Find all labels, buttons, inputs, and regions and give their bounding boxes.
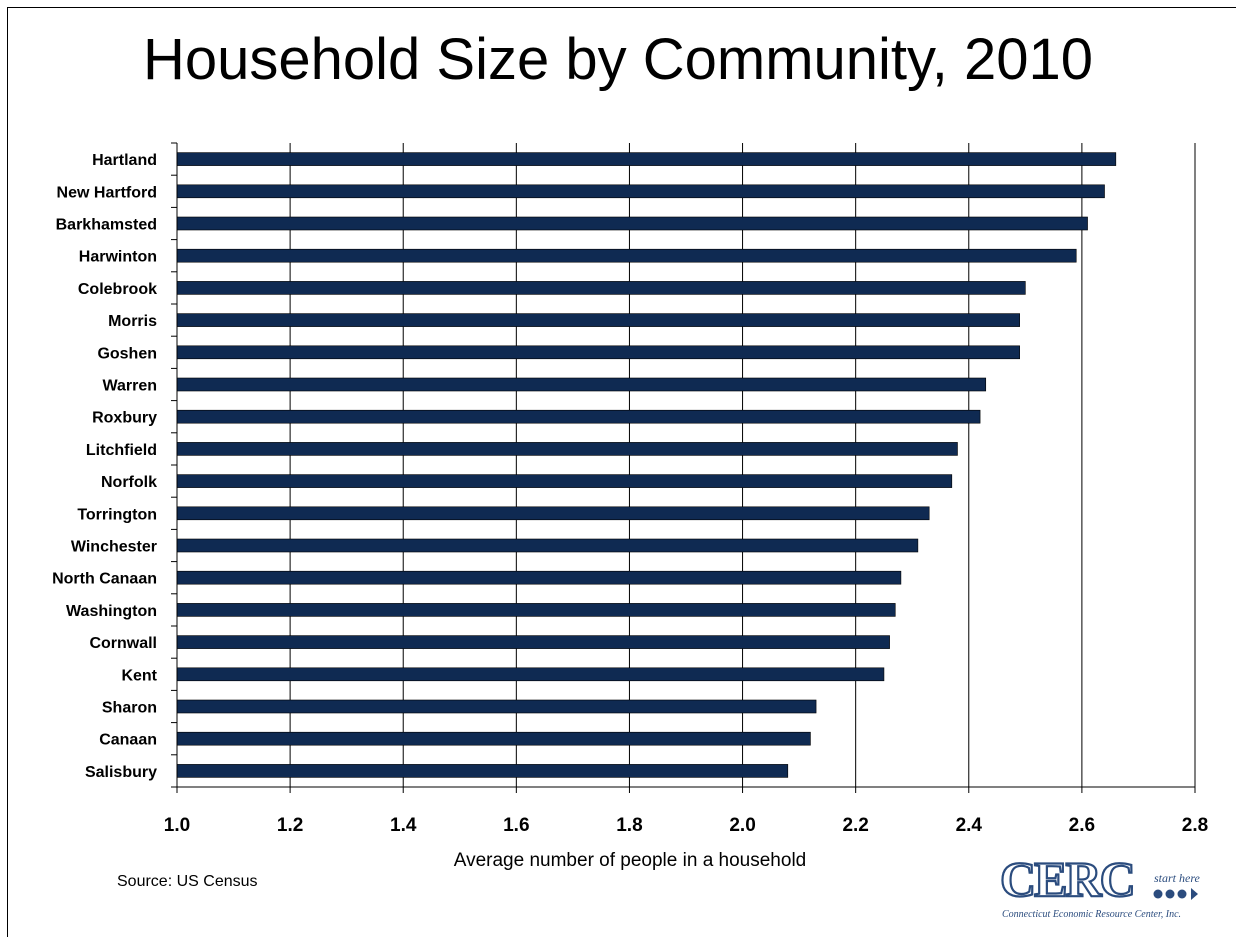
x-tick-label: 1.8 (616, 815, 642, 836)
bar (176, 570, 902, 585)
gridlines (289, 143, 1196, 787)
x-tick-labels: 1.0 1.2 1.4 1.6 1.8 2.0 2.2 2.4 2.6 2.8 (164, 815, 1208, 836)
cerc-logo: CERC start here Connecticut Economic Res… (999, 852, 1201, 920)
bar (176, 345, 1020, 360)
category-label: Litchfield (86, 442, 157, 459)
category-label: Norfolk (101, 474, 157, 491)
bar (176, 764, 789, 778)
category-labels: Hartland New Hartford Barkhamsted Harwinton… (52, 152, 158, 781)
x-axis-label: Average number of people in a household (453, 850, 807, 871)
category-label: Morris (108, 313, 157, 330)
bar (176, 635, 890, 649)
slide-frame (7, 7, 1236, 937)
bar (176, 281, 1026, 295)
bar (176, 474, 953, 488)
x-tick-label: 1.0 (164, 815, 190, 836)
bar (176, 152, 1117, 166)
logo-dot-icon (1177, 889, 1187, 899)
x-tick-label: 2.0 (729, 815, 755, 836)
bar (176, 699, 817, 714)
bars (176, 152, 1117, 778)
x-tick-label: 2.8 (1182, 815, 1208, 836)
logo-arrow-icon (1191, 888, 1198, 900)
category-label: Hartland (92, 152, 157, 169)
x-tick-label: 2.4 (956, 815, 983, 836)
bar (176, 377, 987, 392)
x-tick-label: 2.2 (842, 815, 868, 836)
bar (176, 603, 896, 617)
bar (176, 538, 919, 553)
axes (171, 142, 1196, 793)
chart-title: Household Size by Community, 2010 (143, 27, 1093, 92)
source-note: Source: US Census (117, 873, 258, 890)
category-label: Washington (66, 603, 157, 620)
x-tick-label: 2.6 (1069, 815, 1095, 836)
bar (176, 506, 930, 521)
bar (176, 216, 1088, 231)
category-label: New Hartford (57, 184, 157, 201)
category-label: Warren (102, 378, 157, 395)
bar (176, 184, 1105, 199)
bar (176, 409, 981, 424)
category-label: Cornwall (89, 635, 157, 652)
category-label: Barkhamsted (56, 217, 157, 234)
category-label: Goshen (97, 345, 157, 362)
bar (176, 248, 1077, 263)
category-label: Torrington (77, 506, 157, 523)
category-label: Canaan (99, 732, 157, 749)
category-label: Sharon (102, 700, 157, 717)
bar (176, 667, 885, 682)
category-label: Winchester (71, 539, 157, 556)
x-tick-label: 1.6 (503, 815, 529, 836)
bar (176, 442, 958, 456)
category-label: Kent (121, 667, 157, 684)
category-label: Colebrook (78, 281, 157, 298)
bar (176, 313, 1020, 327)
logo-wordmark: CERC (1000, 852, 1134, 907)
logo-dot-icon (1165, 889, 1175, 899)
x-tick-label: 1.2 (277, 815, 303, 836)
category-label: Roxbury (92, 410, 157, 427)
x-tick-label: 1.4 (390, 815, 417, 836)
bar (176, 731, 811, 746)
logo-caption: Connecticut Economic Resource Center, In… (1002, 909, 1181, 920)
logo-tagline: start here (1154, 871, 1201, 885)
category-label: Salisbury (85, 764, 157, 781)
category-label: Harwinton (79, 249, 157, 266)
category-label: North Canaan (52, 571, 157, 588)
logo-dot-icon (1153, 889, 1163, 899)
